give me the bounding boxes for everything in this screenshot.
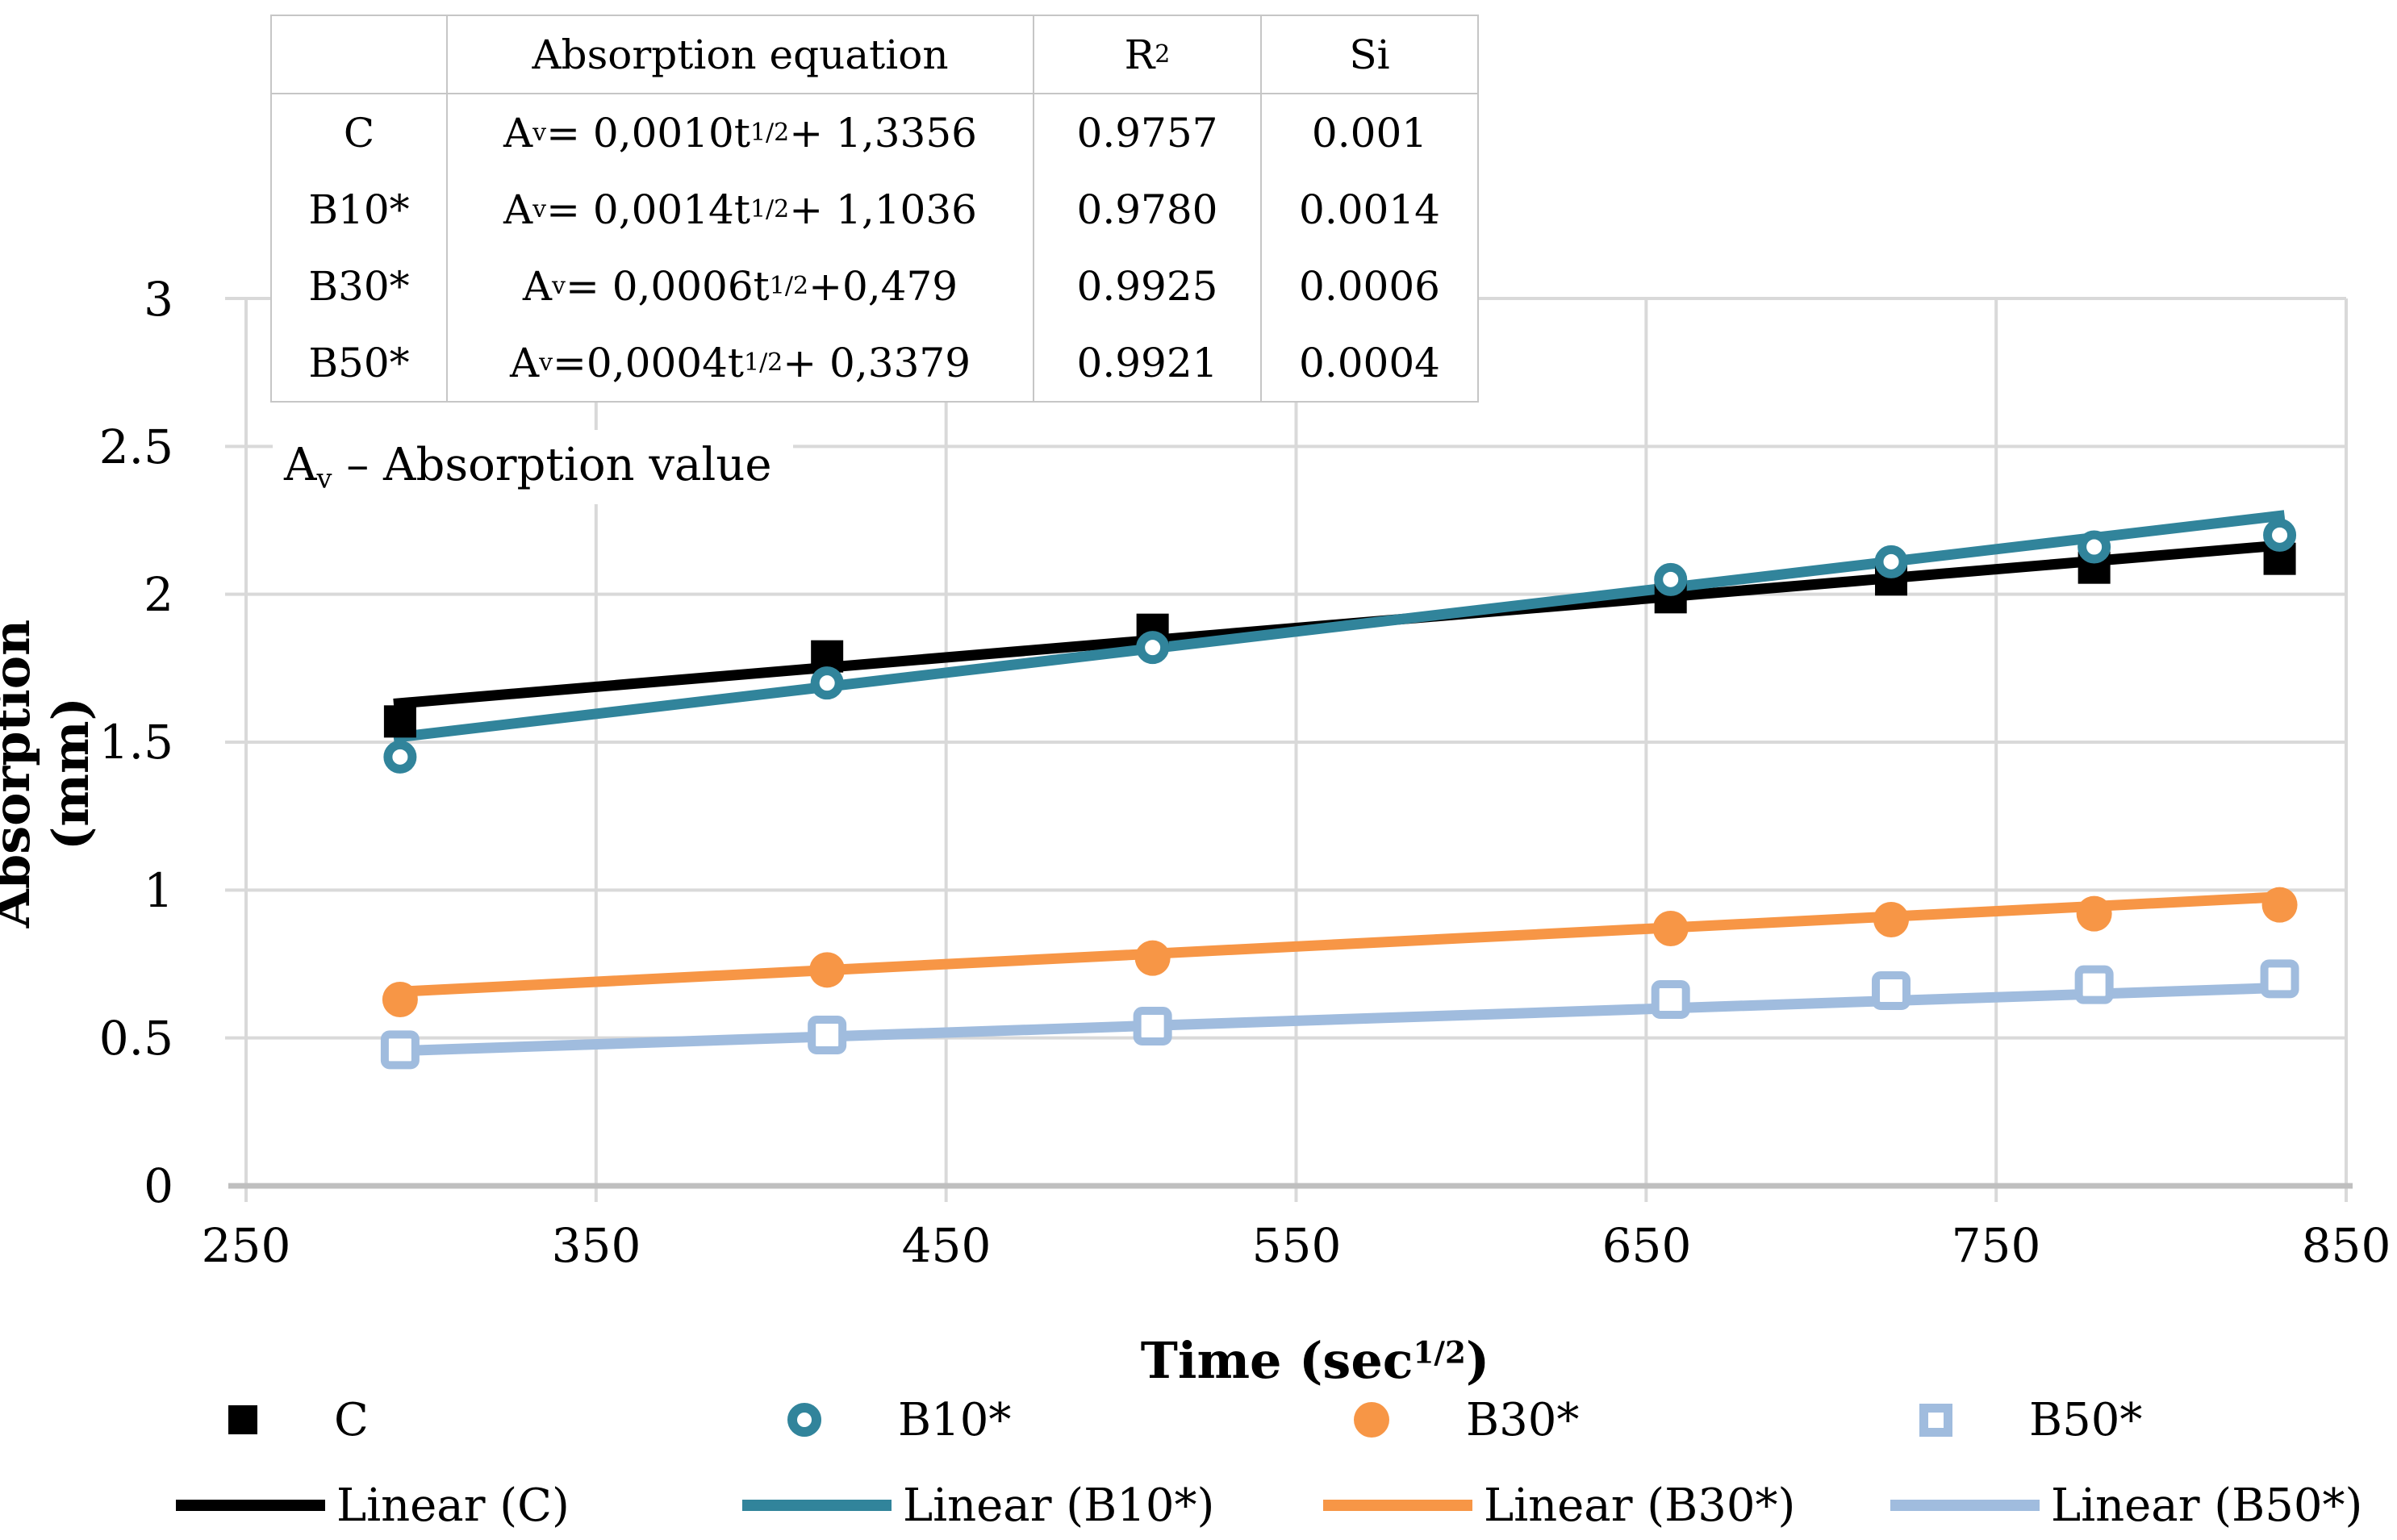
y-tick-label: 3 (144, 272, 173, 327)
table-r2-cell: 0.9925 (1034, 248, 1262, 324)
trendline-swatch-icon (742, 1500, 892, 1511)
filled-square-marker-icon (228, 1405, 257, 1434)
table-row-label: B30* (272, 248, 448, 324)
table-si-cell: 0.0014 (1299, 186, 1440, 233)
table-header-equation: Absorption equation (448, 16, 1034, 94)
table-r2-cell: 0.9780 (1034, 171, 1262, 248)
table-row-label: B50* (272, 324, 448, 401)
table-header-si: Si (1262, 16, 1477, 94)
legend-item-linear-b50: Linear (B50*) (1890, 1479, 2363, 1532)
table-r2-cell: 0.9757 (1034, 94, 1262, 171)
x-tick-label: 250 (201, 1218, 291, 1273)
trendline-swatch-icon (1890, 1500, 2040, 1511)
legend-item-linear-b30: Linear (B30*) (1323, 1479, 1796, 1532)
x-tick-label: 850 (2301, 1218, 2391, 1273)
legend-label: Linear (B10*) (903, 1479, 1215, 1532)
legend-label: Linear (C) (336, 1479, 570, 1532)
x-tick-label: 350 (551, 1218, 641, 1273)
legend-item-c: C (228, 1394, 369, 1446)
y-tick-label: 2.5 (98, 419, 173, 474)
y-tick-label: 0.5 (98, 1011, 173, 1066)
table-si-cell: 0.0004 (1299, 339, 1440, 386)
open-circle-marker-icon (787, 1403, 821, 1437)
legend-label: B10* (898, 1393, 1012, 1446)
legend-label: Linear (B30*) (1484, 1479, 1796, 1532)
open-square-marker-icon (1919, 1403, 1952, 1437)
legend-label: B50* (2029, 1393, 2143, 1446)
x-tick-label: 450 (901, 1218, 992, 1273)
legend-item-b30: B30* (1354, 1394, 1579, 1446)
absorption-value-note: Av – Absorption value (273, 430, 793, 504)
trendline-swatch-icon (176, 1500, 325, 1511)
x-tick-label: 550 (1251, 1218, 1342, 1273)
table-r2-cell: 0.9921 (1034, 324, 1262, 401)
x-axis-title: Time (sec1/2) (1140, 1331, 1490, 1390)
legend-item-linear-b10: Linear (B10*) (742, 1479, 1215, 1532)
legend-item-linear-c: Linear (C) (176, 1479, 570, 1532)
y-tick-label: 1.5 (98, 715, 173, 770)
y-tick-label: 0 (144, 1158, 173, 1213)
legend-label: Linear (B50*) (2051, 1479, 2363, 1532)
table-row-label: C (272, 94, 448, 171)
table-row-label: B10* (272, 171, 448, 248)
legend-label: C (334, 1393, 369, 1446)
table-si-cell: 0.0006 (1299, 262, 1440, 310)
trendline-swatch-icon (1323, 1500, 1472, 1511)
table-header-blank (272, 16, 448, 94)
legend-item-b50: B50* (1919, 1394, 2142, 1446)
y-tick-label: 1 (144, 863, 173, 918)
table-si-cell: 0.001 (1311, 109, 1428, 157)
x-tick-label: 750 (1951, 1218, 2041, 1273)
filled-circle-marker-icon (1354, 1402, 1389, 1438)
legend-item-b10: B10* (787, 1394, 1011, 1446)
x-tick-label: 650 (1601, 1218, 1692, 1273)
y-tick-label: 2 (144, 567, 173, 622)
legend-label: B30* (1466, 1393, 1580, 1446)
